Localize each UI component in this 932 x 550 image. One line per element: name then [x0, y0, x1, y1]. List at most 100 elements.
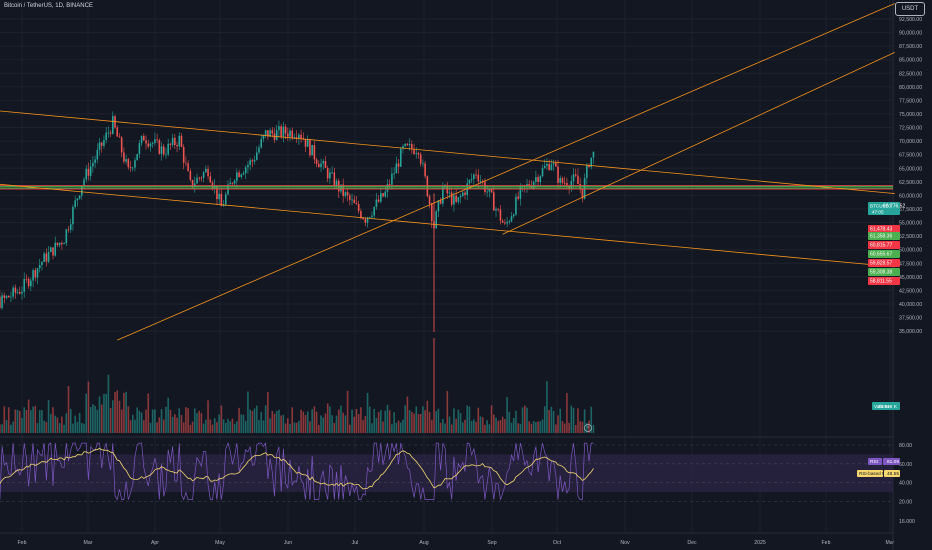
candle-body: [87, 168, 90, 176]
volume-bar: [222, 419, 225, 433]
volume-bar: [127, 406, 130, 433]
volume-bar: [227, 418, 229, 433]
volume-bar: [535, 422, 537, 433]
rsi-tick-label: 16.000: [899, 519, 915, 525]
candle-body: [304, 139, 307, 147]
candle-body: [313, 145, 316, 160]
x-tick-label: Feb: [18, 540, 27, 546]
volume-bar: [355, 409, 358, 433]
volume-bar: [12, 421, 14, 433]
candle-body: [508, 221, 511, 223]
candle-body: [293, 137, 296, 139]
volume-bar: [96, 409, 99, 433]
x-tick-label: Nov: [620, 540, 630, 546]
candle-body: [127, 159, 130, 168]
volume-bar: [158, 417, 161, 433]
candle-body: [550, 164, 553, 170]
volume-bar: [504, 419, 506, 433]
candle-body: [49, 247, 52, 253]
x-tick-label: Jun: [284, 540, 292, 546]
volume-bar: [56, 417, 59, 433]
candle-body: [382, 193, 384, 197]
volume-bar: [125, 391, 127, 433]
volume-bar: [417, 414, 420, 433]
volume-bar: [442, 418, 444, 433]
candle-body: [65, 229, 68, 244]
volume-bar: [134, 419, 136, 433]
candle-body: [574, 174, 577, 176]
candle-body: [5, 295, 8, 298]
volume-bar: [244, 420, 247, 433]
volume-bar: [18, 411, 21, 433]
volume-bar: [7, 407, 10, 433]
candle-body: [475, 174, 477, 176]
rsi-ma-line: [0, 447, 594, 490]
candle-body: [282, 126, 285, 137]
volume-bar: [528, 421, 531, 433]
candle-body: [331, 172, 333, 174]
candle-body: [21, 291, 23, 294]
volume-bar: [559, 408, 562, 433]
volume-bar: [242, 414, 245, 433]
y-tick-label: 42,500.00: [899, 288, 922, 294]
candle-body: [140, 135, 143, 144]
y-tick-label: 60,000.00: [899, 193, 922, 199]
volume-bar: [196, 413, 198, 433]
candle-body: [134, 160, 136, 168]
volume-bar: [202, 423, 205, 433]
candle-body: [570, 181, 573, 188]
candle-body: [56, 242, 59, 246]
candle-body: [69, 224, 72, 230]
volume-bar: [205, 419, 207, 433]
volume-bar: [38, 410, 41, 433]
volume-bar: [512, 418, 515, 433]
candle-body: [14, 287, 17, 293]
candle-body: [43, 253, 45, 262]
volume-bar: [459, 413, 462, 433]
volume-bar: [123, 392, 125, 433]
volume-bar: [178, 408, 181, 433]
x-tick-label: Mar: [84, 540, 93, 546]
candle-body: [329, 172, 331, 179]
volume-bar: [397, 420, 400, 433]
rsi-name-tag: [868, 458, 882, 465]
volume-label-value: 43.516 K: [878, 404, 898, 410]
x-tick-label: Jul: [352, 540, 359, 546]
volume-bar: [419, 413, 422, 433]
candle-body: [546, 163, 548, 166]
volume-bar: [481, 417, 484, 433]
candle-body: [255, 152, 258, 160]
volume-bar: [231, 418, 234, 433]
x-tick-label: Dec: [687, 540, 697, 546]
candle-body: [0, 296, 1, 309]
currency-button[interactable]: USDT: [895, 2, 925, 16]
candle-body: [439, 200, 442, 204]
candle-body: [490, 189, 493, 193]
candle-body: [371, 215, 373, 218]
candle-body: [200, 177, 203, 179]
candle-body: [512, 214, 515, 217]
volume-bar: [198, 410, 200, 433]
volume-bar: [131, 414, 134, 433]
volume-label-name: Volume: [874, 404, 890, 410]
candle-body: [539, 176, 542, 182]
candle-body: [167, 143, 169, 155]
volume-bar: [492, 414, 495, 433]
volume-bar: [486, 420, 488, 433]
volume-bar: [357, 414, 360, 433]
volume-bar: [550, 406, 553, 433]
candle-body: [588, 164, 590, 168]
candle-body: [236, 172, 238, 181]
candle-body: [448, 192, 451, 194]
candle-body: [572, 174, 575, 182]
candle-body: [76, 198, 79, 201]
volume-bar: [207, 400, 209, 433]
volume-bar: [395, 422, 398, 433]
volume-bar: [298, 420, 300, 433]
volume-bar: [428, 412, 431, 433]
candle-body: [267, 130, 269, 137]
volume-bar: [506, 397, 508, 433]
volume-bar: [444, 423, 446, 433]
volume-bar: [182, 422, 185, 433]
